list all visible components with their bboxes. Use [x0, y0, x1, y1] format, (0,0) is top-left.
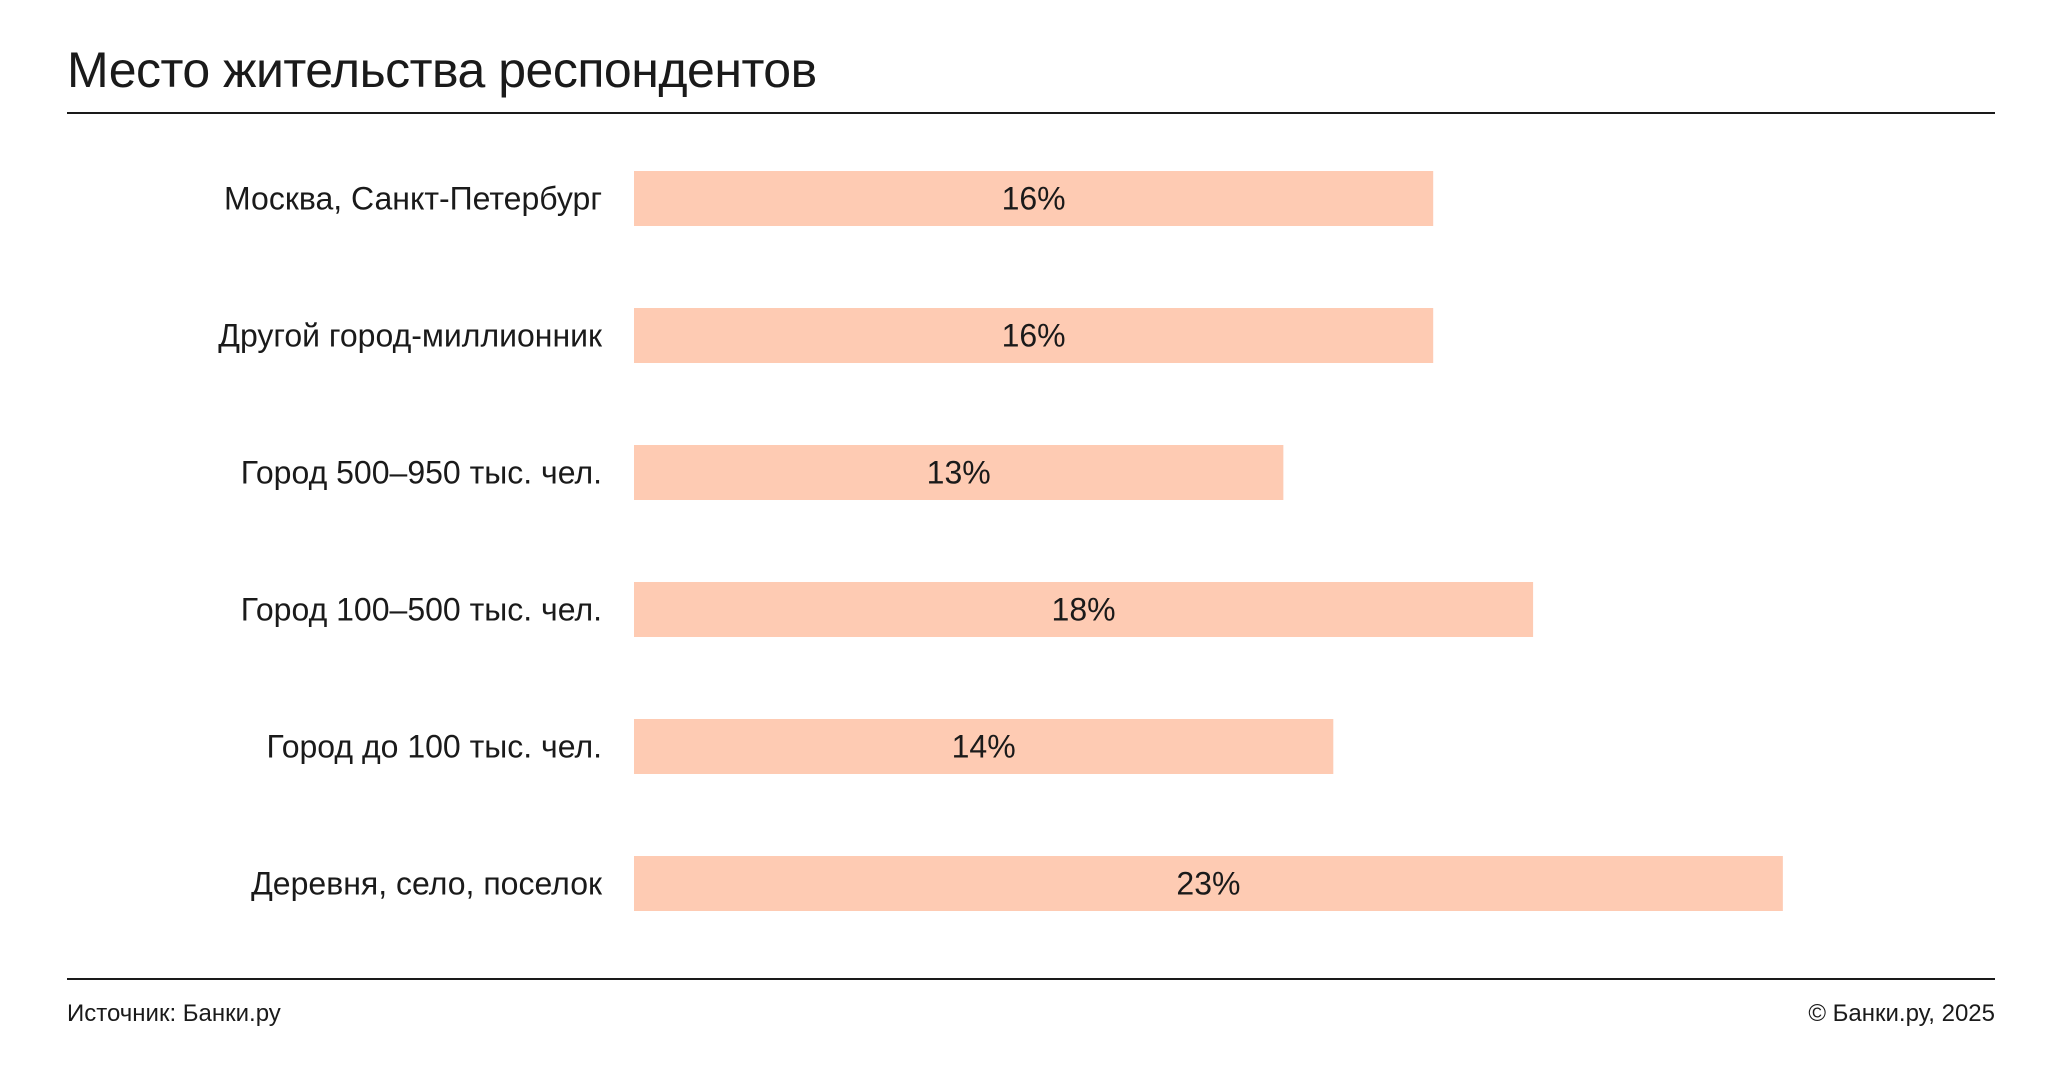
- bar-1: [634, 308, 1434, 363]
- bar-0: [634, 171, 1434, 226]
- value-label-0: 16%: [1002, 181, 1066, 217]
- bar-3: [634, 582, 1534, 637]
- value-label-1: 16%: [1002, 318, 1066, 354]
- bar-4: [634, 719, 1334, 774]
- bar-5: [634, 856, 1783, 911]
- bottom-divider: [67, 978, 1995, 980]
- category-label-4: Город до 100 тыс. чел.: [267, 729, 602, 765]
- category-label-2: Город 500–950 тыс. чел.: [241, 455, 602, 491]
- value-label-5: 23%: [1176, 866, 1240, 902]
- category-label-1: Другой город-миллионник: [218, 318, 603, 354]
- source-note: Источник: Банки.ру: [67, 1000, 281, 1027]
- bars-group: Москва, Санкт-Петербург 16% Другой город-м…: [218, 171, 1783, 911]
- value-label-3: 18%: [1052, 592, 1116, 628]
- bar-2: [634, 445, 1284, 500]
- category-label-3: Город 100–500 тыс. чел.: [241, 592, 602, 628]
- chart-title: Место жительства респондентов: [67, 42, 817, 98]
- category-label-5: Деревня, село, поселок: [251, 866, 603, 902]
- top-divider: [67, 112, 1995, 114]
- copyright-note: © Банки.ру, 2025: [1808, 1000, 1995, 1027]
- category-label-0: Москва, Санкт-Петербург: [224, 181, 602, 217]
- value-label-4: 14%: [952, 729, 1016, 765]
- value-label-2: 13%: [927, 455, 991, 491]
